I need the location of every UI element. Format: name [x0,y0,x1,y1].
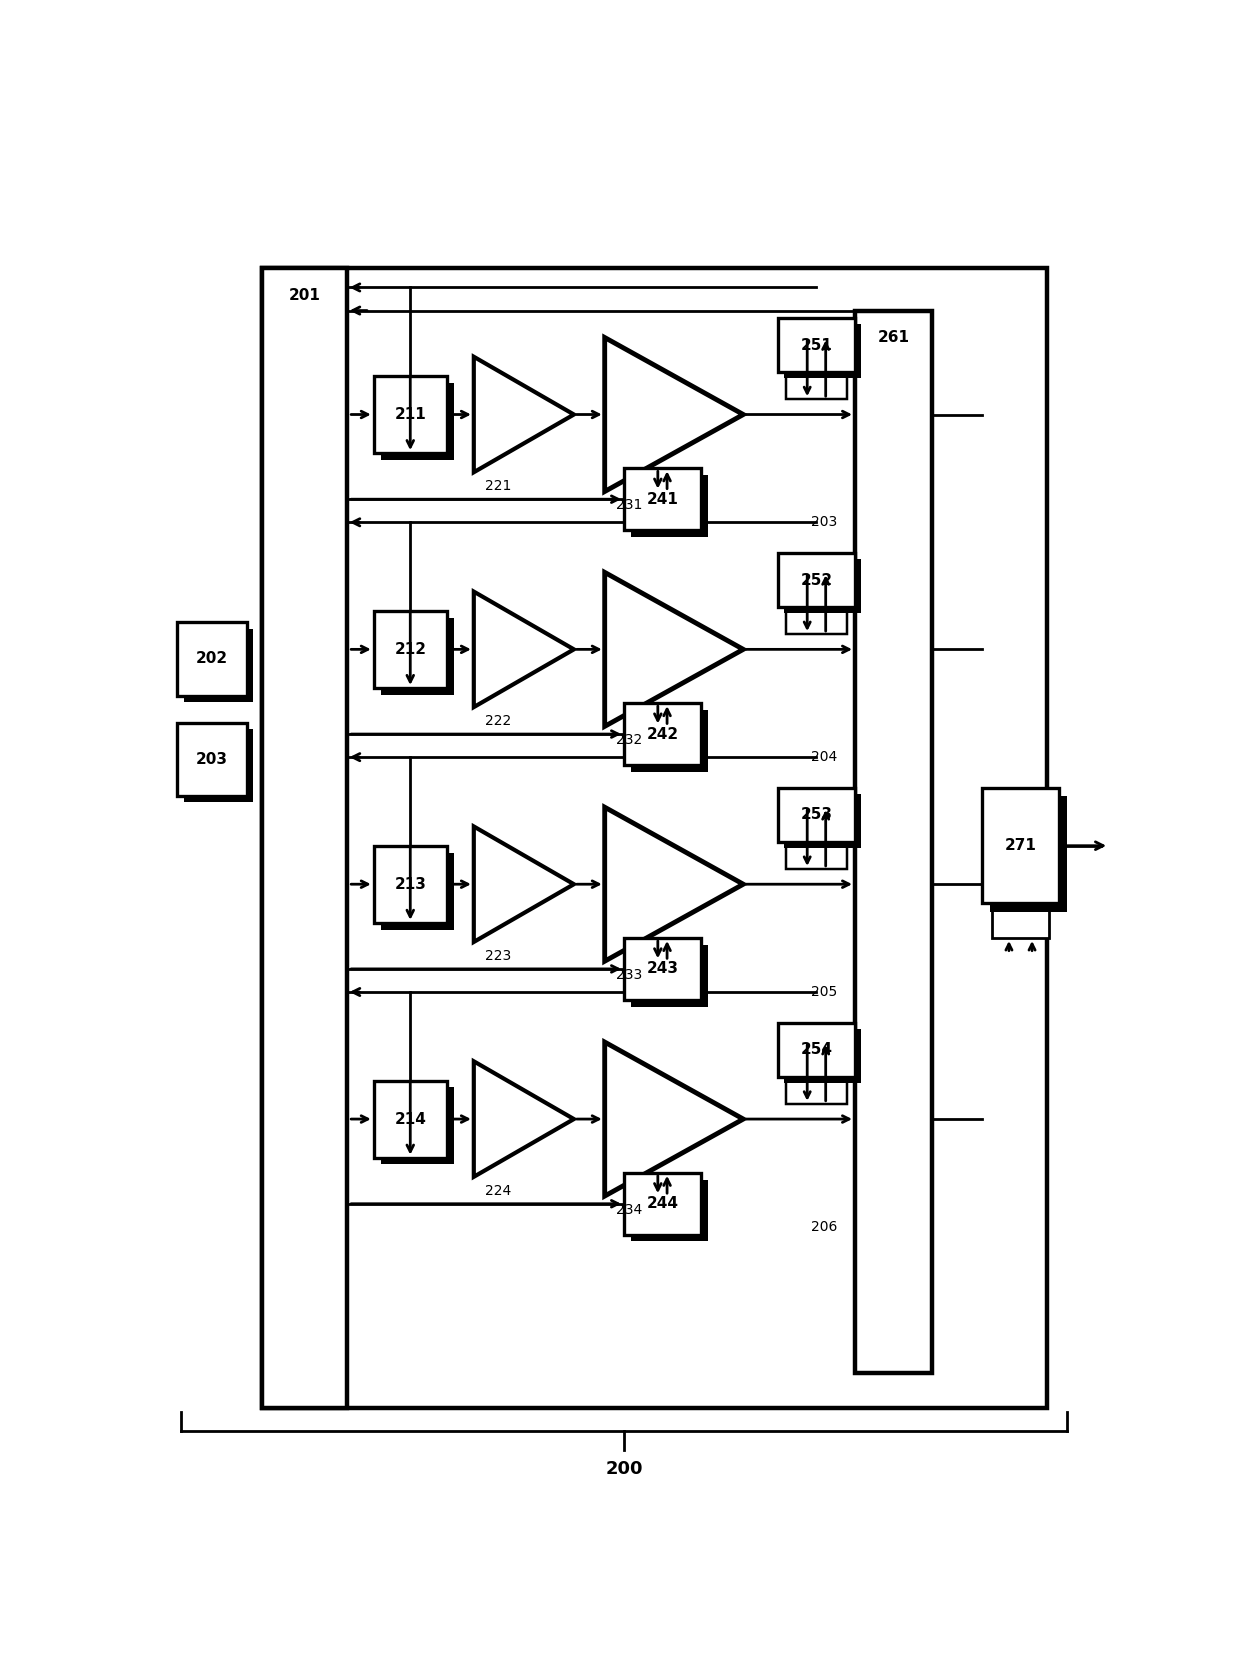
Bar [262,268,347,1408]
Bar [347,992,863,1246]
Bar [786,373,847,399]
Bar [184,629,253,702]
Text: 251: 251 [801,338,832,353]
Bar [373,611,446,687]
Bar [347,522,863,777]
Bar [786,607,847,634]
Bar [992,904,1049,938]
Bar [784,794,861,849]
Text: 203: 203 [196,752,228,767]
Text: 253: 253 [801,807,832,822]
Bar [982,789,1059,904]
Text: 233: 233 [616,968,642,982]
Text: 252: 252 [800,572,832,587]
Bar [777,318,854,373]
Bar [631,1180,708,1241]
Text: 202: 202 [196,652,228,667]
Bar [777,552,854,607]
Text: 254: 254 [801,1042,832,1057]
Bar [784,559,861,612]
Bar [784,1028,861,1083]
Bar [631,945,708,1007]
Bar [262,268,1048,1408]
Text: 243: 243 [646,962,678,977]
Text: 242: 242 [646,727,678,742]
Text: 211: 211 [394,408,427,423]
Text: 232: 232 [616,734,642,747]
Bar [624,1173,701,1235]
Bar [177,722,247,795]
Bar [373,1080,446,1158]
Text: 231: 231 [616,499,642,513]
Bar [381,852,454,930]
Bar [373,376,446,453]
Bar [177,622,247,696]
Text: 221: 221 [485,479,512,493]
Bar [624,938,701,1000]
Text: 223: 223 [485,948,512,963]
Bar [381,617,454,696]
Text: 234: 234 [616,1203,642,1216]
Bar [624,468,701,531]
Text: 204: 204 [811,750,837,764]
Text: 214: 214 [394,1112,427,1127]
Text: 203: 203 [811,516,837,529]
Bar [786,842,847,869]
Bar [784,324,861,378]
Bar [631,476,708,537]
Text: 213: 213 [394,877,427,892]
Bar [777,1023,854,1077]
Bar [381,383,454,459]
Text: 201: 201 [289,288,320,303]
Bar [854,311,932,1373]
Bar [786,1077,847,1103]
Text: 212: 212 [394,642,427,657]
Text: 206: 206 [811,1220,837,1235]
Bar [373,845,446,924]
Bar [631,711,708,772]
Text: 261: 261 [878,329,909,344]
Bar [991,797,1068,912]
Bar [347,288,863,541]
Text: 271: 271 [1004,839,1037,854]
Text: 222: 222 [485,714,512,727]
Text: 244: 244 [646,1196,678,1211]
Bar [777,789,854,842]
Text: 205: 205 [811,985,837,998]
Bar [184,729,253,802]
Bar [624,704,701,765]
Text: 224: 224 [485,1183,512,1198]
Text: 241: 241 [646,491,678,508]
Bar [381,1088,454,1165]
Text: 200: 200 [605,1461,642,1478]
Bar [347,757,863,1012]
